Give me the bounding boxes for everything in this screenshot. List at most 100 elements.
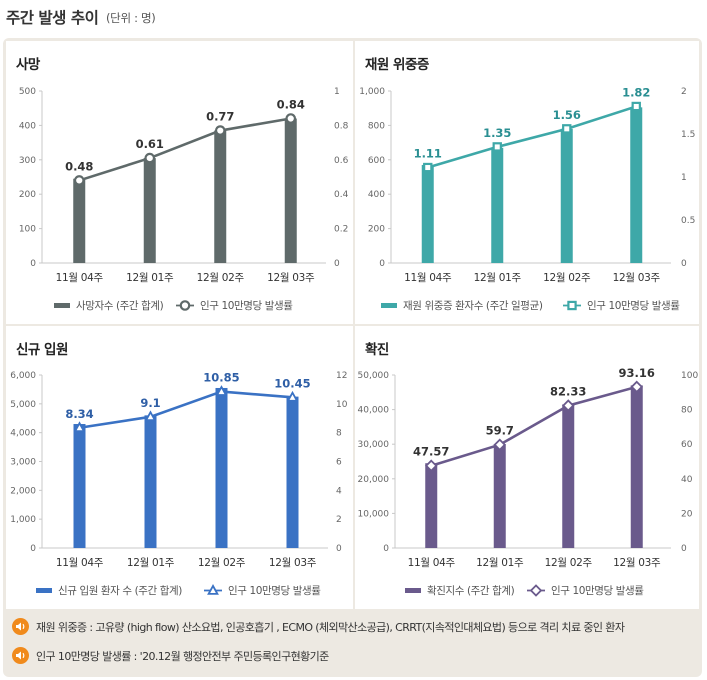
rate-data-label: 1.11 (414, 147, 442, 161)
rate-data-label: 10.85 (203, 371, 239, 385)
right-axis-tick-label: 1.5 (681, 130, 695, 140)
speaker-icon (12, 647, 29, 664)
x-axis-category-label: 12월 03주 (267, 272, 315, 284)
rate-data-label: 9.1 (140, 396, 160, 410)
bar (144, 415, 157, 548)
bar (73, 424, 86, 548)
panel-title: 확진 (365, 342, 389, 358)
right-axis-tick-label: 0 (334, 259, 340, 269)
panel-title: 재원 위중증 (365, 57, 429, 73)
right-axis-tick-label: 20 (681, 509, 693, 519)
rate-marker (286, 390, 299, 402)
right-axis-tick-label: 0 (681, 259, 687, 269)
rate-marker (562, 124, 572, 134)
right-axis-tick-label: 8 (336, 429, 342, 439)
right-axis-tick-label: 2 (681, 87, 687, 97)
bar (562, 404, 575, 548)
legend-bar-swatch (36, 588, 52, 593)
legend-line-marker (567, 300, 577, 311)
bar (491, 147, 504, 263)
left-axis-tick-label: 6,000 (10, 371, 36, 381)
legend-bar-swatch (381, 303, 397, 308)
left-axis-tick-label: 10,000 (358, 509, 390, 519)
left-axis-tick-label: 0 (379, 259, 385, 269)
legend-bar-label: 신규 입원 환자 수 (주간 합계) (58, 584, 182, 597)
chart-svg: 0 100 200 300 400 500 0 0.2 0.4 0.6 0.8 1 11월 04주 12월… (19, 87, 349, 312)
page-header: 주간 발생 추이 (단위 : 명) (0, 0, 707, 36)
right-axis-tick-label: 80 (681, 406, 693, 416)
chart-panel-admission: 신규 입원 0 1,000 2,000 3,000 4,000 5,000 6,000 0 2 4… (6, 326, 353, 609)
rate-marker (492, 142, 502, 152)
rate-data-label: 59.7 (486, 424, 514, 438)
rate-data-label: 0.48 (65, 159, 93, 173)
rate-data-label: 0.84 (277, 98, 305, 112)
right-axis-tick-label: 2 (336, 515, 342, 525)
footnote-text: 인구 10만명당 발생률 : '20.12월 행정안전부 주민등록인구현황기준 (36, 650, 329, 663)
right-axis-tick-label: 40 (681, 475, 693, 485)
legend-line-marker (529, 584, 543, 597)
x-axis-category-label: 12월 03주 (613, 272, 661, 284)
left-axis-tick-label: 1,000 (10, 515, 36, 525)
left-axis-tick-label: 200 (368, 225, 385, 235)
rate-line (430, 385, 638, 467)
rate-marker (215, 385, 228, 396)
left-axis-tick-label: 600 (368, 156, 385, 166)
right-axis-tick-label: 100 (681, 371, 698, 381)
rate-data-label: 1.35 (483, 126, 511, 140)
chart-grid-frame: 사망 0 100 200 300 400 500 0 0.2 0.4 0.6 0.8 1 11월 04주… (3, 38, 702, 677)
bar (630, 107, 643, 263)
left-axis-tick-label: 50,000 (358, 371, 390, 381)
x-axis-category-label: 12월 02주 (545, 557, 593, 569)
legend-line-label: 인구 10만명당 발생률 (551, 585, 644, 597)
right-axis-tick-label: 6 (336, 458, 342, 468)
rate-data-label: 10.45 (274, 376, 310, 390)
legend-line-marker (179, 300, 191, 311)
legend-bar-swatch (405, 588, 421, 593)
left-axis-tick-label: 4,000 (10, 429, 36, 439)
page-title: 주간 발생 추이 (6, 9, 99, 27)
rate-marker (631, 101, 641, 112)
left-axis-tick-label: 0 (30, 544, 36, 554)
page-unit: (단위 : 명) (106, 11, 156, 25)
left-axis-tick-label: 30,000 (358, 440, 390, 450)
x-axis-category-label: 12월 03주 (269, 557, 317, 569)
rate-data-label: 93.16 (619, 366, 655, 380)
left-axis-tick-label: 500 (19, 87, 36, 97)
footnote-rate-basis: 인구 10만명당 발생률 : '20.12월 행정안전부 주민등록인구현황기준 (12, 646, 692, 666)
rate-data-label: 8.34 (65, 407, 93, 421)
chart-panel-death: 사망 0 100 200 300 400 500 0 0.2 0.4 0.6 0.8 1 11월 04주… (6, 41, 353, 324)
rate-marker (144, 410, 157, 422)
x-axis-category-label: 11월 04주 (56, 272, 104, 284)
bar (425, 463, 438, 548)
x-axis-category-label: 12월 01주 (126, 272, 174, 284)
left-axis-tick-label: 0 (383, 544, 389, 554)
rate-marker (144, 152, 156, 164)
x-axis-category-label: 12월 03주 (613, 557, 661, 569)
chart-svg: 0 10,000 20,000 30,000 40,000 50,000 0 20 40 60 80… (358, 366, 699, 597)
rate-marker (214, 125, 226, 136)
right-axis-tick-label: 60 (681, 440, 693, 450)
left-axis-tick-label: 800 (368, 121, 385, 131)
x-axis-category-label: 12월 01주 (474, 272, 522, 284)
rate-marker (424, 459, 438, 472)
right-axis-tick-label: 12 (336, 371, 347, 381)
bar (421, 164, 434, 263)
rate-marker (73, 421, 86, 433)
left-axis-tick-label: 200 (19, 190, 36, 200)
x-axis-category-label: 12월 02주 (197, 272, 245, 284)
right-axis-tick-label: 0.5 (681, 216, 695, 226)
x-axis-category-label: 12월 02주 (198, 557, 246, 569)
right-axis-tick-label: 0 (336, 544, 342, 554)
right-axis-tick-label: 0.6 (334, 156, 349, 166)
chart-svg: 0 1,000 2,000 3,000 4,000 5,000 6,000 0 2 4 6 8 10 12… (10, 371, 347, 597)
right-axis-tick-label: 0.8 (334, 121, 349, 131)
legend-bar-label: 사망자수 (주간 합계) (76, 300, 164, 312)
bar (73, 178, 86, 263)
rate-marker (285, 113, 297, 124)
left-axis-tick-label: 20,000 (358, 475, 390, 485)
rate-data-label: 47.57 (413, 445, 449, 459)
x-axis-category-label: 11월 04주 (408, 557, 456, 569)
left-axis-tick-label: 300 (19, 156, 36, 166)
bar (215, 387, 228, 548)
right-axis-tick-label: 0.2 (334, 225, 348, 235)
